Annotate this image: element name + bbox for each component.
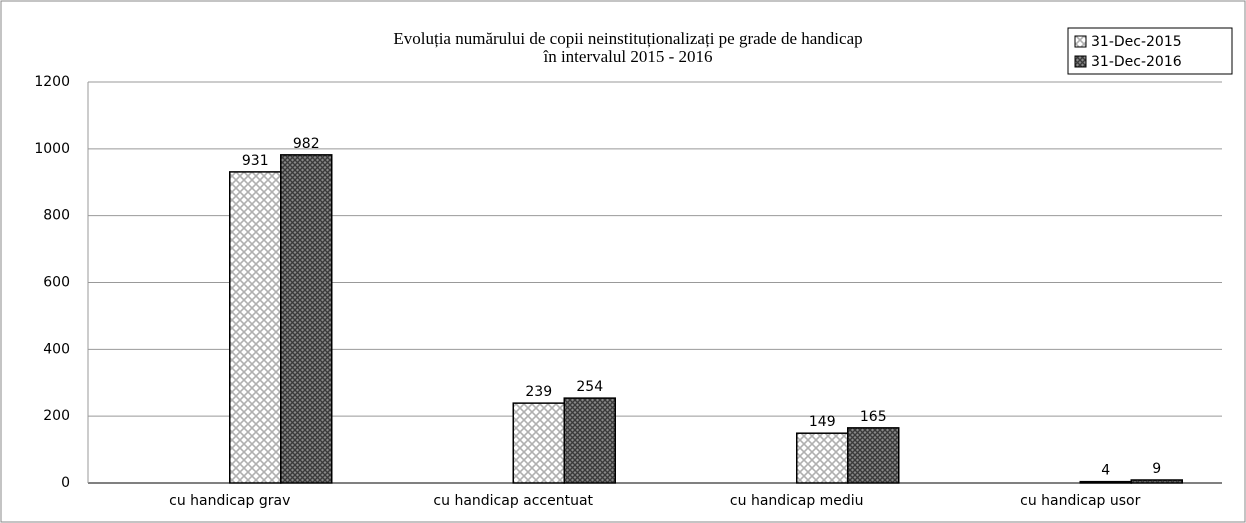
bar (1079, 480, 1132, 484)
bar (847, 427, 900, 484)
legend-swatch (1074, 55, 1087, 68)
y-tick-label: 400 (43, 341, 70, 357)
data-label: 9 (1152, 461, 1161, 477)
data-label: 149 (809, 414, 836, 430)
bar (512, 402, 565, 484)
data-label: 982 (293, 136, 320, 152)
y-tick-label: 200 (43, 408, 70, 424)
y-tick-label: 600 (43, 275, 70, 291)
data-label: 4 (1101, 463, 1110, 479)
data-label: 239 (525, 384, 552, 400)
data-label: 165 (860, 409, 887, 425)
x-tick-label: cu handicap mediu (730, 493, 864, 509)
legend-label: 31-Dec-2015 (1091, 34, 1182, 50)
legend-box (1067, 27, 1233, 75)
bar (796, 432, 849, 484)
bar (229, 171, 282, 484)
data-label: 254 (576, 379, 603, 395)
chart-title: în intervalul 2015 - 2016 (542, 47, 712, 66)
bar (1130, 479, 1183, 484)
chart-title: Evoluția numărului de copii neinstituțio… (393, 29, 862, 48)
y-tick-label: 1200 (34, 74, 70, 90)
bar (280, 154, 333, 484)
x-tick-label: cu handicap grav (169, 493, 290, 509)
y-tick-label: 1000 (34, 141, 70, 157)
y-tick-label: 800 (43, 208, 70, 224)
y-tick-label: 0 (61, 475, 70, 491)
x-tick-label: cu handicap usor (1020, 493, 1140, 509)
x-tick-label: cu handicap accentuat (433, 493, 593, 509)
legend-swatch (1074, 35, 1087, 48)
legend-label: 31-Dec-2016 (1091, 54, 1182, 70)
bar (563, 397, 616, 484)
data-label: 931 (242, 153, 269, 169)
